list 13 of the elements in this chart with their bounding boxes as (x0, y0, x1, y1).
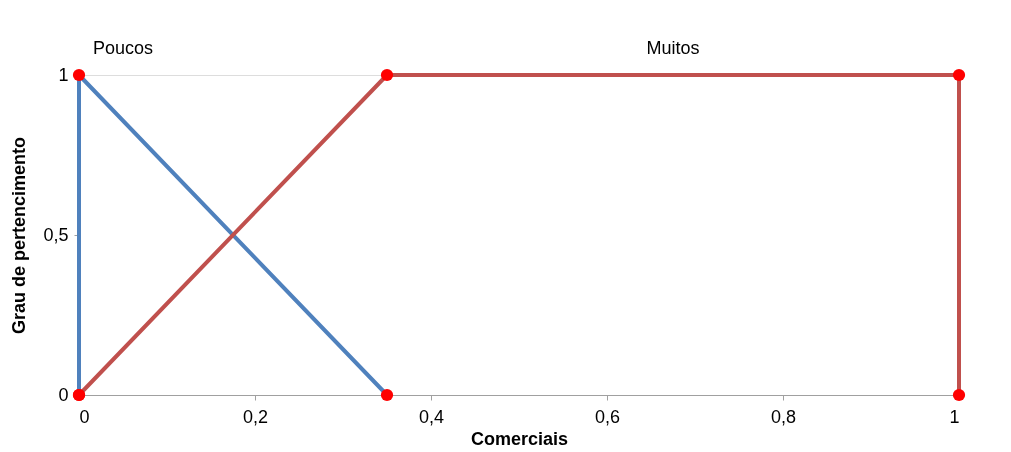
y-axis-title: Grau de pertencimento (9, 136, 30, 335)
series-label: Muitos (646, 38, 700, 58)
y-tick-label: 1 (58, 64, 69, 85)
x-tick-label: 0,6 (594, 406, 621, 427)
y-tick-label: 0,5 (43, 224, 69, 245)
x-tick-label: 0 (79, 406, 90, 427)
x-axis-title: Comerciais (470, 428, 569, 449)
y-tick-label: 0 (58, 384, 69, 405)
x-tick-label: 1 (949, 406, 960, 427)
x-tick-label: 0,8 (770, 406, 797, 427)
x-tick-label: 0,2 (242, 406, 269, 427)
x-tick-label: 0,4 (418, 406, 445, 427)
series-label: Poucos (93, 38, 154, 58)
